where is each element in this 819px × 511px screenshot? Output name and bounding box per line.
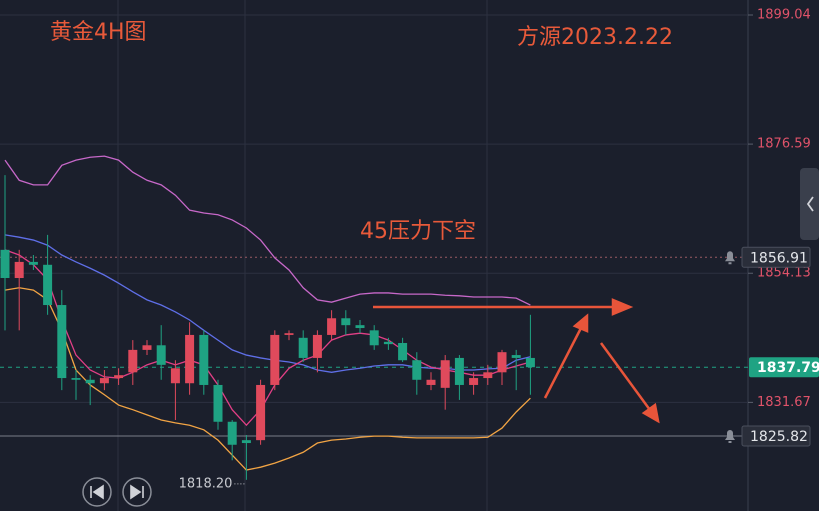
candle-body <box>440 360 450 388</box>
candle-body <box>43 264 53 306</box>
price-tag-label: 1856.91 <box>750 250 808 266</box>
chart-title: 黄金4H图 <box>50 20 147 45</box>
alert-icon <box>725 430 735 444</box>
chevron <box>806 196 814 212</box>
candle-body <box>99 378 109 384</box>
chart-subtitle: 方源2023.2.22 <box>517 25 673 50</box>
candle-body <box>199 334 209 385</box>
candle-body <box>114 375 124 379</box>
candle-body <box>71 378 81 380</box>
candle-body <box>284 333 294 335</box>
candle-body <box>241 440 251 444</box>
alert-icon <box>725 251 735 265</box>
plot: 1899.04 1876.59 1854.13 1831.67 1856.91 1837.… <box>0 8 819 491</box>
candle-body <box>170 368 180 384</box>
candle-body <box>469 378 479 385</box>
candle-body <box>497 352 507 373</box>
candle-body <box>312 334 322 358</box>
candle-body <box>128 349 138 373</box>
price-tag-label: 1837.79 <box>757 360 819 376</box>
arrow-head <box>611 298 634 316</box>
candle-body <box>341 318 351 326</box>
y-tick-label: 1831.67 <box>757 395 811 410</box>
candle-body <box>525 357 535 368</box>
y-tick-label: 1899.04 <box>757 8 811 23</box>
y-tick-label: 1854.13 <box>757 266 811 281</box>
candle-body <box>298 337 308 358</box>
side-tab[interactable] <box>800 168 819 240</box>
annotation: 45压力下空 <box>360 219 476 244</box>
arrows <box>373 298 660 424</box>
candle-body <box>0 249 10 279</box>
price-tag <box>741 246 811 268</box>
indicator-line <box>4 155 531 306</box>
candle-body <box>383 341 393 345</box>
arrow <box>543 327 583 399</box>
y-tick-label: 1876.59 <box>757 137 811 152</box>
arrow-head <box>572 313 589 333</box>
candle-body <box>142 345 152 350</box>
candle-body <box>85 379 95 384</box>
arrow <box>599 342 652 411</box>
candle-body <box>256 384 266 441</box>
candle-body <box>227 421 237 445</box>
playback-controls[interactable] <box>82 477 152 507</box>
prev-icon <box>90 484 104 500</box>
candle-body <box>483 372 493 379</box>
candle-body <box>213 384 223 422</box>
candle-body <box>327 318 337 335</box>
candle-body <box>426 379 436 385</box>
candle-body <box>185 334 195 384</box>
low-marker-label: 1818.20 <box>179 476 233 491</box>
indicator-line <box>4 287 531 471</box>
price-tag-label: 1825.82 <box>750 429 808 445</box>
candle-body <box>454 357 464 385</box>
candle-body <box>398 342 408 361</box>
price-tag <box>749 357 819 378</box>
candle-body <box>511 355 521 358</box>
candle-body <box>270 334 280 385</box>
candle-body <box>14 261 24 279</box>
candle-body <box>369 330 379 346</box>
candle-body <box>412 360 422 380</box>
candle-body <box>156 345 166 365</box>
candle-body <box>28 261 38 265</box>
arrow-head <box>641 402 660 424</box>
price-tag <box>741 425 811 447</box>
candle-body <box>355 325 365 329</box>
collapse-tab[interactable] <box>800 168 819 240</box>
candle-body <box>57 305 67 379</box>
next-icon <box>130 484 144 500</box>
